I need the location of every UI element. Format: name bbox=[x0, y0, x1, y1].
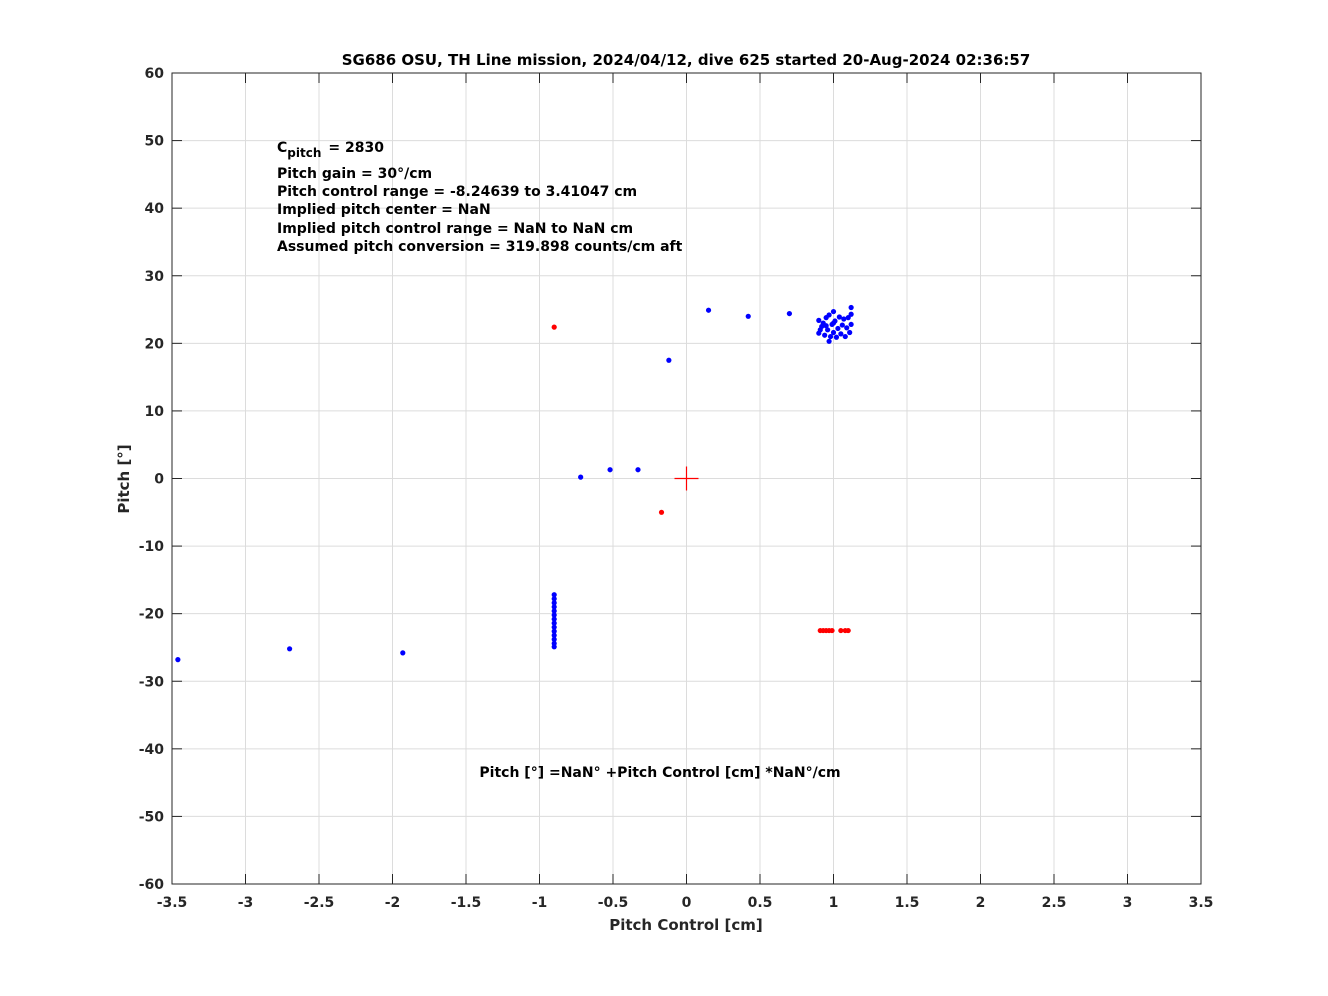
point bbox=[847, 329, 853, 336]
x-tick-label: -2.5 bbox=[304, 895, 335, 911]
point bbox=[827, 333, 834, 340]
annotation-value: = 2830 bbox=[328, 140, 384, 156]
annotation-subscript: pitch bbox=[287, 146, 321, 160]
point bbox=[833, 334, 840, 340]
point bbox=[822, 332, 828, 338]
point bbox=[658, 509, 665, 515]
y-tick-label: -60 bbox=[139, 877, 165, 893]
point bbox=[551, 604, 557, 610]
point bbox=[551, 612, 557, 618]
point bbox=[845, 627, 851, 634]
annotation: Pitch control range = -8.24639 to 3.4104… bbox=[277, 184, 637, 200]
x-tick-label: 2.5 bbox=[1042, 895, 1067, 911]
point bbox=[551, 616, 557, 622]
point bbox=[551, 636, 557, 642]
point bbox=[745, 313, 751, 319]
point bbox=[666, 357, 672, 363]
point bbox=[551, 608, 557, 614]
point bbox=[817, 327, 823, 333]
annotation: Cpitch = 2830 bbox=[277, 140, 384, 160]
point bbox=[825, 327, 831, 333]
point bbox=[823, 323, 829, 329]
point bbox=[848, 311, 854, 317]
point bbox=[835, 325, 841, 332]
point bbox=[551, 600, 557, 606]
x-tick-label: 1.5 bbox=[895, 895, 920, 911]
y-tick-label: -50 bbox=[139, 809, 165, 825]
point bbox=[841, 316, 847, 322]
marker bbox=[674, 466, 699, 491]
point bbox=[551, 632, 557, 638]
x-tick-label: -3.5 bbox=[157, 895, 188, 911]
x-tick-label: -1 bbox=[532, 895, 548, 911]
point bbox=[705, 307, 712, 313]
axes-box bbox=[171, 72, 1202, 885]
y-tick-label: 40 bbox=[145, 201, 165, 217]
x-tick-label: -3 bbox=[238, 895, 254, 911]
y-tick-label: 0 bbox=[154, 472, 164, 488]
point bbox=[838, 331, 844, 337]
point bbox=[551, 596, 557, 602]
annotation: Implied pitch control range = NaN to NaN… bbox=[277, 221, 633, 237]
equation: Pitch [°] =NaN° +Pitch Control [cm] *NaN… bbox=[479, 765, 840, 781]
point bbox=[848, 304, 854, 311]
point bbox=[400, 650, 406, 656]
x-tick-label: -2 bbox=[385, 895, 401, 911]
point bbox=[830, 329, 837, 336]
y-tick-label: -40 bbox=[139, 742, 165, 758]
x-tick-label: 0 bbox=[682, 895, 692, 911]
y-tick-label: 60 bbox=[145, 66, 165, 82]
point bbox=[551, 620, 557, 626]
x-tick-label: 2 bbox=[976, 895, 986, 911]
point bbox=[842, 333, 848, 340]
point bbox=[826, 312, 832, 318]
point bbox=[607, 467, 613, 473]
point bbox=[578, 474, 584, 480]
x-axis-label: Pitch Control [cm] bbox=[609, 916, 763, 934]
x-tick-label: 3 bbox=[1123, 895, 1133, 911]
annotation: Implied pitch center = NaN bbox=[277, 202, 491, 218]
point bbox=[635, 467, 641, 473]
point bbox=[551, 628, 557, 634]
y-axis-label: Pitch [°] bbox=[115, 444, 133, 513]
point bbox=[551, 592, 557, 598]
point bbox=[551, 324, 557, 330]
point bbox=[175, 657, 181, 663]
point bbox=[838, 627, 844, 634]
y-tick-label: -20 bbox=[139, 607, 165, 623]
y-tick-label: -10 bbox=[139, 539, 165, 555]
x-tick-label: 3.5 bbox=[1189, 895, 1214, 911]
point bbox=[839, 322, 845, 328]
point bbox=[829, 627, 835, 634]
point bbox=[848, 321, 854, 328]
annotation: Assumed pitch conversion = 319.898 count… bbox=[277, 239, 683, 255]
point bbox=[826, 338, 832, 344]
x-tick-label: -0.5 bbox=[598, 895, 629, 911]
point bbox=[836, 314, 842, 320]
y-tick-label: 50 bbox=[145, 134, 165, 150]
y-tick-label: 20 bbox=[145, 336, 165, 352]
x-tick-label: 1 bbox=[829, 895, 839, 911]
x-tick-label: -1.5 bbox=[451, 895, 482, 911]
y-tick-label: 30 bbox=[145, 269, 165, 285]
point bbox=[786, 310, 793, 317]
point bbox=[844, 325, 850, 331]
x-tick-label: 0.5 bbox=[748, 895, 773, 911]
point bbox=[830, 308, 837, 315]
point bbox=[551, 624, 557, 630]
point bbox=[845, 315, 851, 321]
y-tick-label: -30 bbox=[139, 674, 165, 690]
point bbox=[551, 644, 557, 650]
y-tick-label: 10 bbox=[145, 404, 165, 420]
point bbox=[830, 320, 837, 326]
annotation: Pitch gain = 30°/cm bbox=[277, 166, 432, 182]
chart-title: SG686 OSU, TH Line mission, 2024/04/12, … bbox=[342, 51, 1031, 69]
annotation-symbol: C bbox=[277, 140, 287, 156]
point bbox=[816, 317, 822, 323]
point bbox=[287, 646, 293, 652]
